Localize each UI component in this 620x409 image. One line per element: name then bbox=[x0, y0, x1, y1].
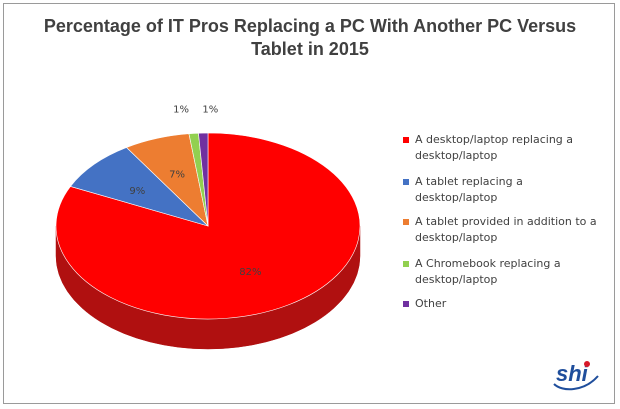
legend-item-tablet-replacing: A tablet replacing a desktop/laptop bbox=[403, 174, 603, 206]
pie-slice-1 bbox=[69, 147, 209, 227]
legend-label-line: desktop/laptop bbox=[415, 273, 498, 286]
data-label-1: 9% bbox=[129, 186, 145, 197]
data-label-2: 7% bbox=[169, 169, 185, 180]
shi-logo: shi bbox=[553, 361, 599, 391]
legend-swatch-4 bbox=[403, 301, 409, 307]
legend-label-line: A tablet replacing a desktop/laptop bbox=[415, 175, 523, 204]
legend-swatch-0 bbox=[403, 137, 409, 143]
legend-label-tablet-replacing: A tablet replacing a desktop/laptop bbox=[415, 174, 603, 206]
legend-label-line: Other bbox=[415, 297, 447, 310]
data-label-0: 82% bbox=[239, 267, 261, 278]
chart-title: Percentage of IT Pros Replacing a PC Wit… bbox=[40, 15, 580, 61]
legend-label-line: desktop/laptop bbox=[415, 149, 498, 162]
chart-title-line-1: Percentage of IT Pros Replacing a PC Wit… bbox=[43, 16, 577, 36]
chart-title-line-2: Tablet in 2015 bbox=[251, 39, 369, 59]
logo-swoosh bbox=[553, 375, 599, 391]
legend-swatch-2 bbox=[403, 219, 409, 225]
data-label-3: 1% bbox=[173, 105, 189, 116]
legend-item-other: Other bbox=[403, 296, 603, 312]
legend-label-line: A Chromebook replacing a bbox=[415, 257, 561, 270]
legend-label-other: Other bbox=[415, 296, 603, 312]
legend-label-line: desktop/laptop bbox=[415, 231, 498, 244]
logo-dot bbox=[584, 361, 590, 367]
legend-label-desktop-laptop: A desktop/laptop replacing a desktop/lap… bbox=[415, 132, 603, 164]
legend-label-line: A desktop/laptop replacing a bbox=[415, 133, 574, 146]
pie-slice-4 bbox=[198, 132, 209, 227]
legend-label-tablet-addition: A tablet provided in addition to a deskt… bbox=[415, 214, 603, 246]
legend-label-chromebook: A Chromebook replacing a desktop/laptop bbox=[415, 256, 603, 288]
legend-swatch-1 bbox=[403, 179, 409, 185]
data-label-4: 1% bbox=[202, 104, 218, 115]
legend-swatch-3 bbox=[403, 261, 409, 267]
logo-text: shi bbox=[556, 361, 589, 386]
legend-item-tablet-addition: A tablet provided in addition to a deskt… bbox=[403, 214, 603, 246]
legend-label-line: A tablet provided in addition to a bbox=[415, 215, 597, 228]
legend-item-desktop-laptop: A desktop/laptop replacing a desktop/lap… bbox=[403, 132, 603, 164]
legend-item-chromebook: A Chromebook replacing a desktop/laptop bbox=[403, 256, 603, 288]
